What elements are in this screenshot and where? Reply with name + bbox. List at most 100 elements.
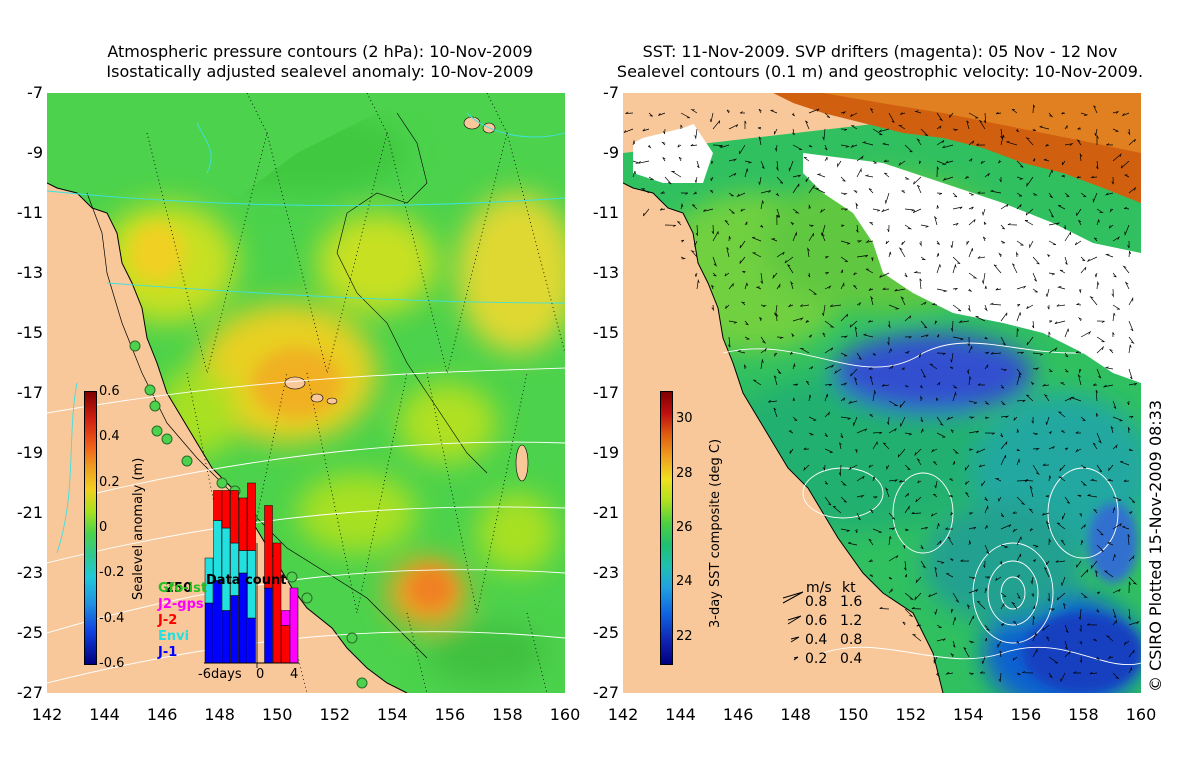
velocity-arrow	[1045, 520, 1050, 530]
velocity-arrow	[803, 464, 810, 472]
velocity-arrow	[1104, 253, 1114, 258]
velocity-arrow	[1096, 160, 1099, 170]
left-colorbar-label: Sealevel anomaly (m)	[131, 457, 146, 600]
right-map[interactable]	[623, 93, 1141, 693]
velocity-arrow	[901, 367, 906, 370]
velocity-arrow	[977, 600, 986, 610]
data-count-x-label-zero: 0	[256, 667, 265, 682]
velocity-arrow	[1080, 480, 1088, 486]
velocity-arrow	[664, 176, 673, 185]
velocity-arrow	[776, 368, 782, 374]
velocity-arrow	[942, 144, 954, 149]
data-count-bar-segment	[230, 595, 239, 664]
velocity-arrow	[1007, 223, 1018, 226]
velocity-arrow	[968, 112, 979, 119]
velocity-arrow	[872, 496, 878, 499]
velocity-arrow	[898, 479, 906, 483]
velocity-arrow	[1080, 539, 1084, 546]
data-count-bar-segment	[272, 542, 282, 664]
velocity-arrow	[1012, 656, 1018, 661]
velocity-arrow	[1089, 478, 1098, 482]
velocity-arrow	[856, 352, 862, 360]
right-cloud-mask	[803, 153, 1141, 383]
velocity-arrow	[760, 304, 767, 308]
left-x-tick: 148	[204, 705, 235, 724]
data-count-legend-item: J-1	[158, 645, 178, 660]
velocity-arrow	[803, 447, 810, 450]
velocity-arrow	[1032, 464, 1040, 476]
velocity-arrow	[1032, 288, 1038, 293]
velocity-arrow	[984, 432, 995, 435]
velocity-arrow	[638, 160, 650, 164]
velocity-arrow	[1022, 671, 1034, 674]
velocity-arrow	[1077, 127, 1082, 130]
velocity-arrow	[980, 160, 986, 164]
velocity-arrow	[916, 138, 922, 146]
velocity-arrow	[1048, 272, 1055, 276]
velocity-arrow	[808, 233, 814, 242]
velocity-arrow	[819, 208, 826, 214]
velocity-arrow	[840, 313, 849, 322]
velocity-arrow	[623, 128, 634, 133]
velocity-arrow	[936, 140, 945, 146]
velocity-arrow	[936, 382, 941, 386]
left-map-svg	[47, 93, 565, 693]
velocity-arrow	[1016, 592, 1021, 599]
velocity-arrow	[868, 464, 874, 468]
velocity-arrow	[1112, 523, 1122, 530]
velocity-arrow	[1048, 192, 1054, 199]
velocity-arrow	[967, 604, 970, 610]
velocity-arrow	[1064, 496, 1070, 504]
velocity-arrow	[934, 608, 938, 615]
velocity-arrow	[984, 351, 989, 355]
left-map[interactable]	[47, 93, 565, 693]
velocity-arrow	[1000, 240, 1006, 244]
velocity-arrow	[728, 320, 737, 324]
velocity-arrow	[977, 191, 986, 194]
velocity-arrow	[968, 640, 975, 644]
velocity-arrow	[1112, 588, 1121, 594]
velocity-arrow	[934, 215, 938, 226]
velocity-arrow	[950, 352, 954, 363]
velocity-arrow	[758, 108, 762, 114]
velocity-arrow	[1106, 143, 1114, 146]
velocity-arrow	[726, 247, 730, 258]
velocity-arrow	[724, 272, 730, 277]
left-colorbar-tick: 0	[99, 520, 108, 535]
velocity-arrow	[728, 208, 735, 214]
right-x-tick: 142	[607, 705, 639, 724]
velocity-arrow	[1075, 448, 1082, 453]
velocity-arrow	[1108, 224, 1114, 229]
velocity-legend-header-kt: kt	[842, 580, 856, 596]
velocity-arrow	[1112, 128, 1119, 132]
velocity-arrow	[791, 112, 795, 117]
velocity-arrow	[880, 208, 890, 213]
velocity-arrow	[942, 176, 954, 181]
velocity-arrow	[861, 141, 874, 146]
velocity-arrow	[1064, 192, 1070, 198]
velocity-arrow	[1064, 640, 1068, 650]
velocity-arrow	[712, 231, 719, 242]
velocity-arrow	[888, 588, 893, 594]
velocity-arrow	[848, 541, 858, 546]
data-count-title: Data count	[206, 573, 287, 588]
velocity-arrow	[1032, 616, 1036, 626]
velocity-arrow	[1061, 512, 1066, 520]
velocity-arrow	[840, 382, 848, 386]
velocity-arrow	[659, 207, 666, 211]
velocity-arrow	[1000, 384, 1005, 389]
velocity-arrow	[1042, 624, 1050, 631]
left-pressure-contours	[47, 112, 565, 684]
velocity-arrow	[728, 283, 734, 290]
right-x-tick: 148	[780, 705, 811, 724]
velocity-arrow	[703, 208, 714, 212]
velocity-arrow	[712, 272, 717, 277]
velocity-arrow	[1006, 140, 1018, 146]
velocity-arrow	[904, 272, 908, 278]
velocity-arrow	[840, 256, 848, 262]
velocity-arrow	[1093, 509, 1098, 514]
velocity-arrow	[774, 144, 778, 153]
velocity-arrow	[728, 236, 731, 242]
velocity-arrow	[1064, 231, 1072, 242]
velocity-arrow	[900, 112, 906, 115]
